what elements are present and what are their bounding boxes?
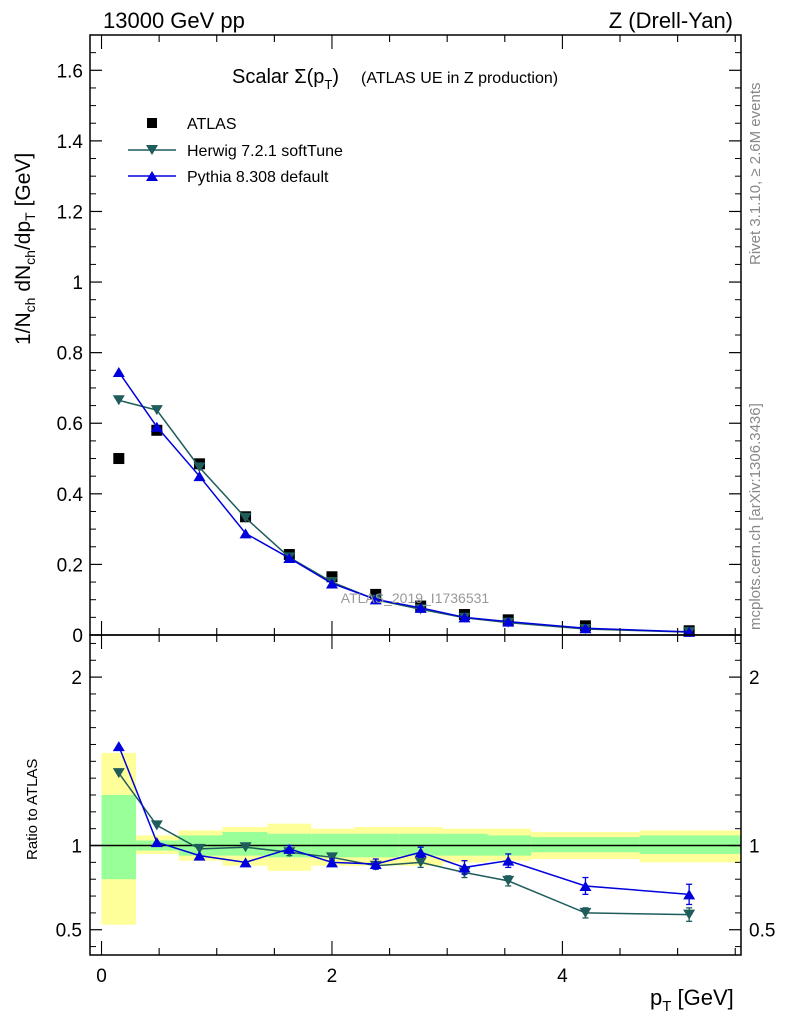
pythia-ratio-point bbox=[414, 847, 427, 858]
pythia-ratio-point bbox=[112, 741, 125, 752]
x-tick-label: 0 bbox=[96, 966, 107, 987]
herwig-ratio-point bbox=[579, 907, 592, 918]
plot-title: Scalar Σ(pT) bbox=[232, 66, 339, 92]
ratio-y-tick-label-right: 0.5 bbox=[749, 921, 775, 942]
main-y-tick-label: 0.6 bbox=[57, 414, 83, 435]
atlas-data-point bbox=[326, 571, 338, 583]
pythia-ratio-point bbox=[150, 837, 163, 848]
mcplots-label: mcplots.cern.ch [arXiv:1306.3436] bbox=[747, 403, 764, 630]
ratio-y-tick-label: 1 bbox=[71, 837, 82, 858]
uncertainty-band-inner bbox=[398, 833, 443, 856]
pythia-point bbox=[458, 612, 471, 623]
legend-atlas-marker bbox=[147, 118, 157, 128]
herwig-ratio-point bbox=[325, 852, 338, 863]
uncertainty-band-inner bbox=[531, 837, 640, 853]
pythia-ratio-point bbox=[458, 862, 471, 873]
herwig-ratio-line bbox=[118, 772, 690, 916]
pythia-ratio-line bbox=[118, 745, 690, 896]
pythia-point bbox=[369, 594, 382, 605]
uncertainty-band-inner bbox=[639, 835, 741, 854]
main-y-axis-label: 1/Nch dNch/dpT [GeV] bbox=[12, 153, 38, 345]
main-y-tick-label: 0.2 bbox=[57, 555, 83, 576]
herwig-ratio-point bbox=[193, 843, 206, 854]
pythia-point bbox=[193, 471, 206, 482]
herwig-point bbox=[112, 395, 125, 406]
ratio-uncertainty-bands bbox=[101, 752, 741, 925]
main-y-tick-label: 1 bbox=[72, 273, 83, 294]
uncertainty-band-inner bbox=[442, 833, 488, 856]
legend-herwig-label: Herwig 7.2.1 softTune bbox=[187, 143, 343, 160]
herwig-ratio-point bbox=[502, 875, 515, 886]
pythia-ratio-point bbox=[579, 880, 592, 891]
herwig-ratio-point bbox=[239, 842, 252, 853]
herwig-ratio-point bbox=[414, 857, 427, 868]
legend-herwig-marker bbox=[146, 145, 158, 155]
ratio-y-tick-label-right: 2 bbox=[749, 668, 760, 689]
pythia-point bbox=[414, 602, 427, 613]
main-plot-series bbox=[112, 367, 696, 638]
herwig-ratio-point bbox=[112, 768, 125, 779]
plot-subtitle: (ATLAS UE in Z production) bbox=[361, 70, 558, 87]
analysis-watermark: ATLAS_2019_I1736531 bbox=[341, 590, 490, 606]
legend-atlas-label: ATLAS bbox=[187, 116, 237, 133]
herwig-point bbox=[150, 405, 163, 416]
pythia-point bbox=[502, 616, 515, 627]
main-plot-ticks: 0 0.2 0.4 0.6 0.8 1 1.2 1.4 1.6 bbox=[57, 35, 741, 647]
main-y-tick-label: 0 bbox=[72, 626, 83, 647]
header-right-label: Z (Drell-Yan) bbox=[609, 8, 733, 33]
legend: ATLAS Herwig 7.2.1 softTune Pythia 8.308… bbox=[128, 116, 343, 186]
rivet-version-label: Rivet 3.1.10, ≥ 2.6M events bbox=[747, 83, 764, 266]
atlas-data-point bbox=[113, 453, 125, 465]
main-y-tick-label: 1.2 bbox=[57, 202, 83, 223]
ratio-y-tick-label: 0.5 bbox=[56, 921, 82, 942]
ratio-plot-frame bbox=[89, 634, 742, 956]
header-left-label: 13000 GeV pp bbox=[103, 8, 245, 33]
uncertainty-band-inner bbox=[101, 795, 137, 880]
x-tick-label: 4 bbox=[557, 966, 568, 987]
x-tick-label: 2 bbox=[327, 966, 338, 987]
pythia-point bbox=[283, 553, 296, 564]
pythia-ratio-point bbox=[239, 857, 252, 868]
ratio-y-tick-label-right: 1 bbox=[749, 837, 760, 858]
pythia-ratio-point bbox=[283, 843, 296, 854]
ratio-series bbox=[112, 741, 696, 922]
herwig-point bbox=[193, 462, 206, 473]
pythia-ratio-point bbox=[369, 859, 382, 870]
pythia-ratio-point bbox=[193, 850, 206, 861]
herwig-ratio-point bbox=[683, 909, 696, 920]
x-axis-label: pT [GeV] bbox=[650, 985, 734, 1015]
main-y-tick-label: 1.6 bbox=[57, 61, 83, 82]
ratio-ticks: 0.5 0.5 1 1 2 2 0 2 4 bbox=[56, 635, 775, 987]
ratio-y-tick-label: 2 bbox=[71, 668, 82, 689]
herwig-point bbox=[239, 512, 252, 523]
pythia-ratio-point bbox=[502, 855, 515, 866]
legend-pythia-marker bbox=[146, 171, 158, 181]
pythia-point bbox=[325, 578, 338, 589]
pythia-point bbox=[579, 623, 592, 634]
ratio-y-axis-label: Ratio to ATLAS bbox=[24, 759, 41, 860]
pythia-point bbox=[150, 421, 163, 432]
pythia-point bbox=[112, 367, 125, 378]
main-y-tick-label: 0.4 bbox=[57, 485, 84, 506]
main-y-tick-label: 0.8 bbox=[57, 344, 83, 365]
pythia-point bbox=[239, 528, 252, 539]
main-y-tick-label: 1.4 bbox=[57, 132, 84, 153]
pythia-ratio-point bbox=[683, 889, 696, 900]
legend-pythia-label: Pythia 8.308 default bbox=[187, 169, 329, 186]
pythia-ratio-point bbox=[325, 857, 338, 868]
herwig-ratio-point bbox=[150, 820, 163, 831]
pythia-line bbox=[118, 371, 690, 633]
